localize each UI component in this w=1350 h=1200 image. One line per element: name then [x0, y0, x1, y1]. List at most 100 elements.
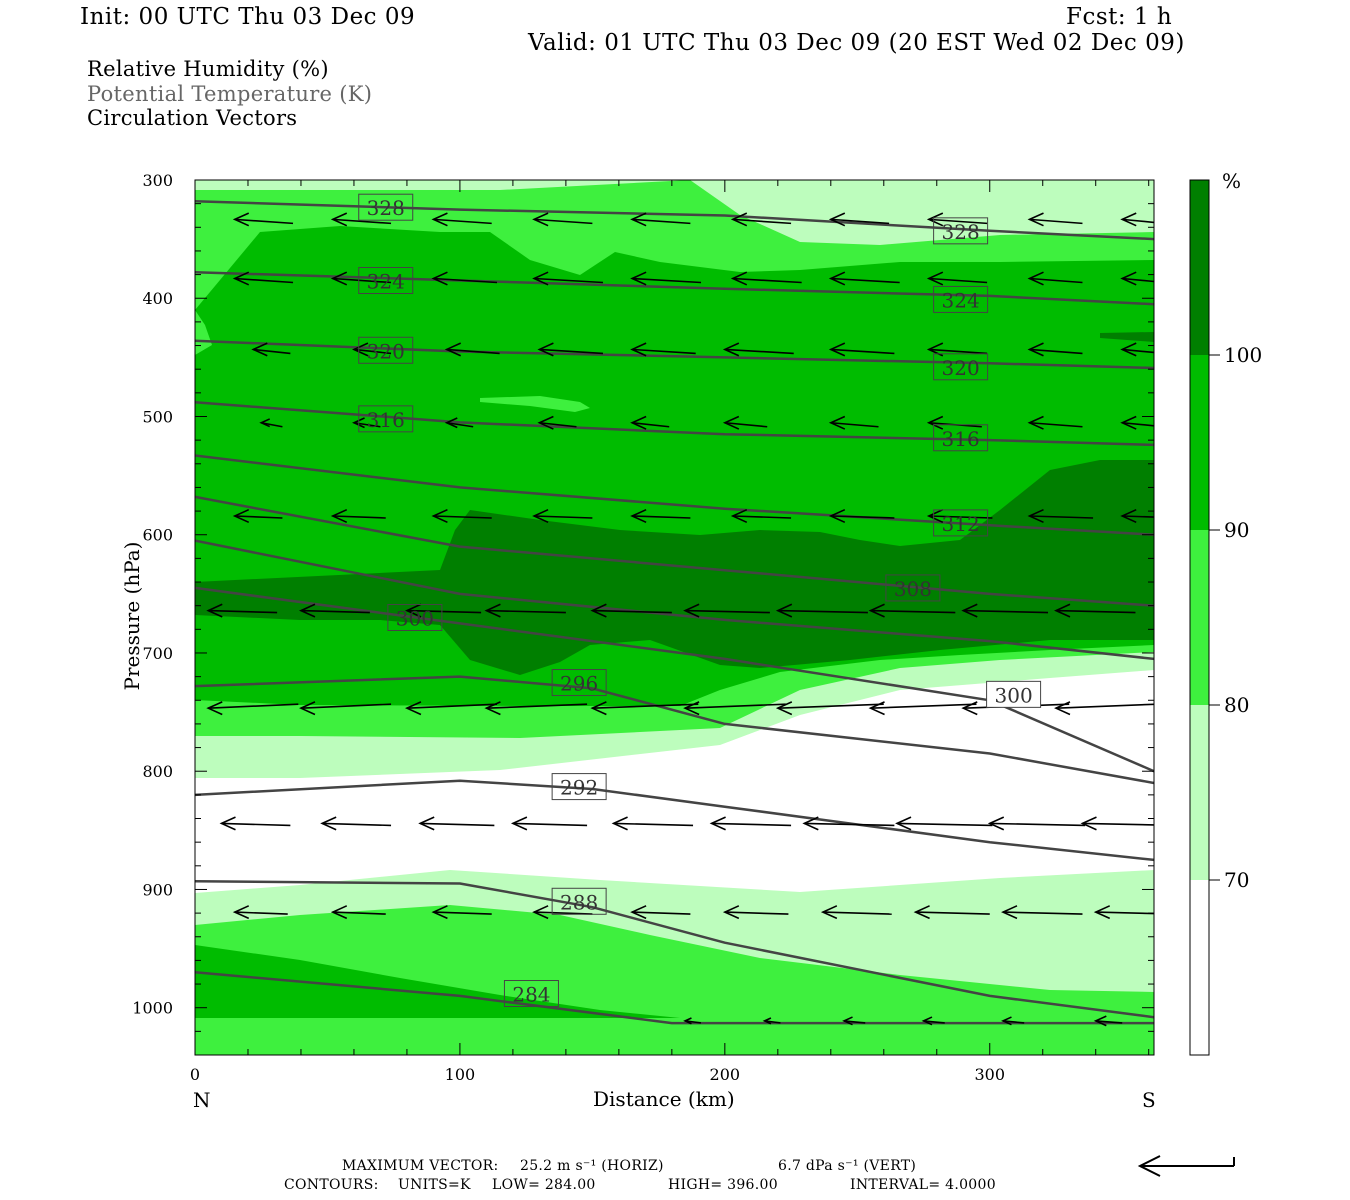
reference-vector [1137, 1155, 1235, 1177]
rh-fill-90-100-lower [195, 945, 680, 1018]
vector-6-3 [484, 701, 588, 716]
vector-9-1 [762, 1017, 781, 1025]
vector-3-5 [722, 415, 768, 430]
valid-time: Valid: 01 UTC Thu 03 Dec 09 (20 EST Wed … [528, 30, 1185, 56]
theta-contour-308 [195, 495, 1154, 607]
svg-text:292: 292 [560, 776, 598, 800]
vector-7-8 [987, 816, 1086, 831]
vector-7-1 [320, 816, 392, 831]
footer-max-vector-horiz: 25.2 m s⁻¹ (HORIZ) [520, 1158, 664, 1174]
vector-8-5 [722, 905, 789, 920]
theta-contour-292 [195, 779, 1154, 862]
vector-3-4 [630, 415, 670, 430]
vector-0-0 [232, 212, 294, 227]
vector-7-7 [895, 816, 993, 831]
y-tick-label-600: 600 [142, 526, 173, 545]
colorbar-swatch-70-80 [1190, 705, 1209, 880]
vector-0-7 [926, 212, 988, 227]
y-tick-label-300: 300 [142, 171, 173, 190]
y-tick-label-1000: 1000 [132, 999, 173, 1018]
vector-0-9 [1120, 212, 1154, 227]
vector-5-4 [590, 603, 672, 618]
vector-1-4 [630, 271, 702, 286]
forecast-hour: Fcst: 1 h [1066, 4, 1173, 30]
footer-low: LOW= 284.00 [492, 1177, 596, 1193]
vector-0-3 [532, 212, 593, 227]
vector-7-6 [802, 816, 895, 831]
vector-5-3 [484, 603, 566, 618]
svg-text:320: 320 [942, 356, 980, 380]
footer-units: UNITS=K [398, 1177, 471, 1193]
x-tick-label-0: 0 [190, 1065, 200, 1084]
y-tick-label-700: 700 [142, 644, 173, 663]
vector-5-1 [299, 603, 370, 618]
vector-6-5 [683, 701, 786, 716]
colorbar-swatch-90-100 [1190, 355, 1209, 530]
theta-label-328-0: 328 [358, 193, 414, 221]
legend-potential-temperature: Potential Temperature (K) [87, 82, 373, 106]
vector-9-0 [683, 1017, 702, 1025]
theta-label-308-0: 308 [885, 574, 941, 602]
vector-9-4 [1001, 1016, 1025, 1026]
svg-text:328: 328 [367, 196, 405, 220]
vector-6-7 [868, 701, 977, 716]
theta-contour-300 [195, 586, 1154, 773]
x-end-label-north: N [193, 1088, 211, 1112]
footer-max-vector-vert: 6.7 dPa s⁻¹ (VERT) [778, 1158, 917, 1174]
colorbar-frame [1189, 179, 1210, 1056]
init-time: Init: 00 UTC Thu 03 Dec 09 [80, 4, 416, 30]
x-tick-label-200: 200 [710, 1065, 741, 1084]
vector-5-0 [206, 603, 278, 618]
vector-3-8 [1027, 415, 1083, 430]
colorbar-label-80: 80 [1224, 693, 1249, 717]
vector-6-4 [590, 701, 699, 716]
vector-5-5 [683, 603, 770, 618]
vector-1-3 [532, 271, 604, 286]
colorbar-swatch-80-90 [1190, 530, 1209, 705]
vector-8-4 [630, 905, 691, 920]
theta-contour-320 [195, 339, 1154, 370]
vector-5-7 [868, 603, 956, 618]
vector-6-1 [299, 701, 392, 716]
vector-0-1 [330, 212, 392, 227]
theta-label-320-0: 320 [358, 336, 414, 364]
vector-1-7 [926, 271, 988, 286]
vector-4-4 [630, 508, 691, 524]
vector-1-5 [730, 271, 802, 286]
svg-text:316: 316 [942, 427, 980, 451]
footer-contours-label: CONTOURS: [284, 1177, 379, 1193]
vector-0-8 [1027, 212, 1083, 227]
vector-1-0 [232, 271, 294, 286]
vector-2-3 [537, 342, 604, 357]
vector-1-6 [828, 271, 900, 286]
legend-circulation-vectors: Circulation Vectors [87, 106, 298, 130]
vector-8-1 [330, 905, 386, 920]
vector-5-9 [1054, 603, 1136, 618]
theta-contour-284 [195, 970, 1154, 1025]
x-tick-label-100: 100 [445, 1065, 476, 1084]
vector-8-2 [431, 905, 492, 920]
y-tick-label-400: 400 [142, 289, 173, 308]
y-tick-label-800: 800 [142, 762, 173, 781]
theta-label-296-0: 296 [551, 669, 607, 697]
vector-6-6 [775, 701, 884, 716]
circulation-vectors [206, 212, 1154, 1027]
vector-0-5 [730, 212, 792, 227]
vector-2-9 [1120, 342, 1154, 357]
rh-fill-100-small [1100, 332, 1154, 342]
vector-3-6 [828, 415, 879, 430]
vector-7-5 [709, 816, 792, 831]
vector-9-2 [842, 1016, 866, 1026]
colorbar-swatch-100 [1190, 180, 1209, 355]
vector-4-9 [1120, 508, 1154, 524]
vector-4-5 [730, 508, 792, 524]
svg-text:288: 288 [560, 890, 598, 914]
svg-text:300: 300 [396, 607, 434, 631]
vector-7-3 [510, 816, 588, 831]
svg-text:328: 328 [942, 220, 980, 244]
vector-1-9 [1120, 271, 1154, 286]
vector-0-2 [431, 212, 492, 227]
svg-text:324: 324 [942, 288, 980, 312]
svg-text:284: 284 [512, 983, 550, 1007]
vector-9-5 [1093, 1015, 1123, 1027]
